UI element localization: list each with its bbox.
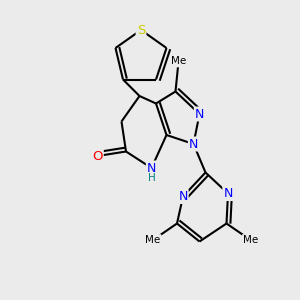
Text: N: N bbox=[178, 190, 188, 203]
Text: O: O bbox=[92, 149, 103, 163]
Text: Me: Me bbox=[146, 235, 160, 245]
Text: Me: Me bbox=[171, 56, 186, 67]
Text: N: N bbox=[223, 187, 233, 200]
Text: N: N bbox=[189, 137, 198, 151]
Text: S: S bbox=[137, 23, 145, 37]
Text: Me: Me bbox=[243, 235, 258, 245]
Text: S: S bbox=[137, 23, 145, 37]
Text: N: N bbox=[195, 107, 204, 121]
Text: N: N bbox=[147, 161, 156, 175]
Text: H: H bbox=[148, 173, 155, 184]
